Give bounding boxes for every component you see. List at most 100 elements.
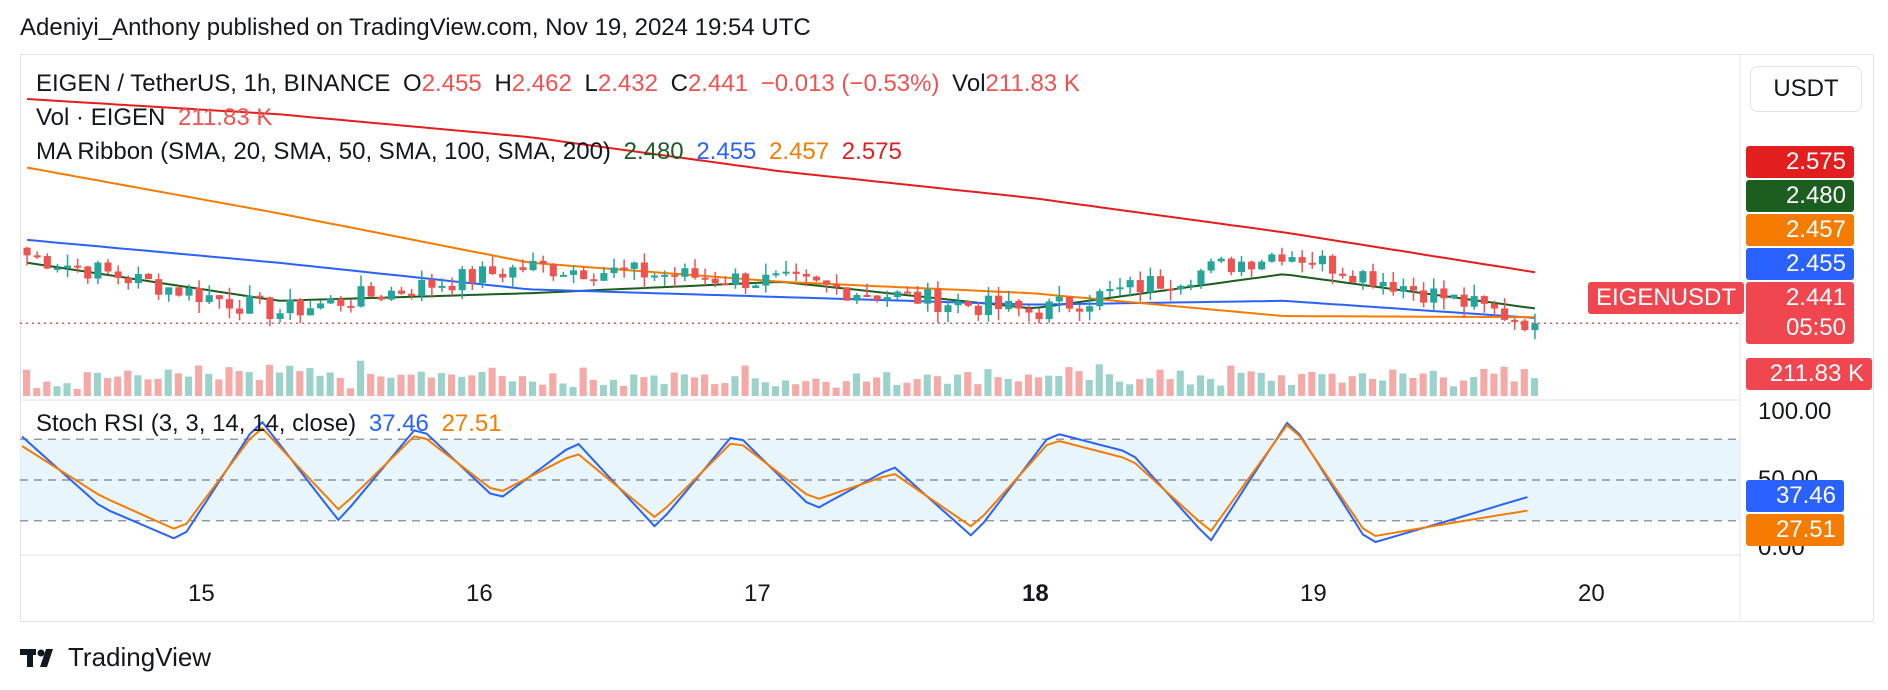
volume-bar: [1368, 378, 1377, 396]
candle-body: [984, 295, 993, 316]
candle-body: [944, 305, 952, 313]
volume-bar: [984, 369, 992, 396]
volume-bar: [549, 373, 557, 396]
volume-indicator-label[interactable]: Vol · EIGEN: [36, 104, 166, 131]
volume-bar: [670, 372, 678, 396]
volume-bar: [1004, 379, 1012, 396]
volume-bar: [1429, 370, 1437, 396]
candle-body: [1490, 303, 1499, 309]
candle-body: [205, 295, 213, 303]
stoch-k-value: 37.46: [368, 410, 429, 437]
candle-body: [448, 285, 456, 291]
candle-body: [964, 301, 972, 306]
candle-body: [914, 291, 922, 304]
candle-body: [1389, 282, 1397, 292]
last-price-tag: 2.441: [1746, 282, 1854, 314]
volume-bar: [903, 382, 911, 396]
stoch-rsi-label[interactable]: Stoch RSI (3, 3, 14, 14, close): [36, 410, 357, 437]
candle-body: [630, 262, 638, 269]
volume-bar: [1196, 375, 1205, 396]
vol-label: Vol: [952, 70, 986, 97]
candle-body: [934, 289, 942, 313]
volume-bar: [174, 373, 182, 396]
ma200-price-tag: 2.575: [1746, 146, 1854, 178]
candle-body: [246, 295, 254, 314]
volume-bar: [427, 377, 435, 396]
candle-body: [1308, 262, 1316, 265]
candle-body: [316, 303, 325, 309]
candle-body: [883, 297, 891, 300]
volume-bar: [1267, 380, 1275, 396]
candle-body: [256, 295, 264, 298]
volume-bar: [377, 376, 385, 396]
candle-body: [1156, 276, 1165, 289]
volume-bar: [1389, 369, 1397, 396]
currency-button[interactable]: USDT: [1750, 66, 1862, 112]
volume-bar: [346, 388, 354, 396]
volume-bar: [751, 378, 759, 396]
volume-bar: [1075, 371, 1083, 396]
volume-bar: [1014, 381, 1022, 396]
volume-bar: [1298, 373, 1306, 396]
tradingview-footer[interactable]: TradingView: [20, 642, 211, 673]
ma100-line: [26, 166, 1535, 319]
volume-bar: [1207, 378, 1215, 396]
candle-body: [489, 266, 497, 274]
candle-body: [1379, 282, 1387, 287]
candle-body: [650, 275, 659, 278]
volume-bar: [539, 384, 547, 396]
candle-body: [1420, 290, 1428, 303]
volume-bar: [1237, 372, 1245, 396]
candle-body: [1075, 308, 1084, 312]
volume-bar: [1085, 379, 1093, 396]
x-tick-20: 20: [1578, 580, 1605, 607]
volume-bar: [933, 376, 941, 396]
vol-value: 211.83 K: [985, 70, 1080, 97]
volume-bar: [1500, 366, 1508, 396]
candle-body: [84, 266, 92, 279]
ma-ribbon-label[interactable]: MA Ribbon (SMA, 20, SMA, 50, SMA, 100, S…: [36, 138, 611, 165]
volume-bar: [923, 374, 931, 396]
candle-body: [33, 255, 41, 258]
volume-bar: [508, 381, 516, 396]
legend-main: EIGEN / TetherUS, 1h, BINANCE O2.455 H2.…: [36, 70, 1086, 98]
candle-body: [863, 295, 871, 298]
candle-body: [1278, 254, 1286, 262]
volume-bar: [215, 379, 223, 396]
volume-bar: [1186, 384, 1194, 396]
ma50-price-tag: 2.455: [1746, 248, 1854, 280]
volume-bar: [245, 372, 253, 396]
candle-body: [1440, 288, 1448, 299]
candle-body: [225, 299, 234, 309]
candle-body: [559, 274, 567, 277]
volume-bar: [1166, 379, 1174, 396]
stoch-d-tag: 27.51: [1746, 514, 1844, 546]
volume-bar: [1126, 384, 1134, 396]
candle-body: [63, 265, 72, 268]
candle-body: [610, 267, 618, 274]
volume-bar: [53, 386, 61, 396]
candle-body: [873, 295, 881, 300]
volume-bar: [1136, 379, 1144, 396]
candle-body: [428, 279, 436, 288]
candle-body: [671, 274, 679, 277]
volume-bar: [164, 369, 172, 396]
candle-body: [1258, 261, 1266, 270]
candle-body: [286, 299, 294, 314]
volume-bar: [1288, 384, 1296, 396]
candle-body: [529, 260, 537, 271]
ma200-value: 2.575: [841, 138, 902, 165]
volume-bar: [761, 382, 769, 396]
legend-symbol[interactable]: EIGEN / TetherUS, 1h, BINANCE: [36, 70, 391, 97]
candle-body: [772, 273, 780, 276]
volume-bar: [802, 381, 810, 396]
candle-body: [296, 299, 304, 316]
candle-body: [1349, 275, 1357, 283]
candle-body: [236, 308, 244, 314]
chart-frame[interactable]: [20, 54, 1874, 622]
candle-body: [266, 297, 274, 319]
candle-body: [367, 286, 375, 297]
volume-bar: [448, 374, 456, 396]
volume-bar: [529, 381, 537, 396]
